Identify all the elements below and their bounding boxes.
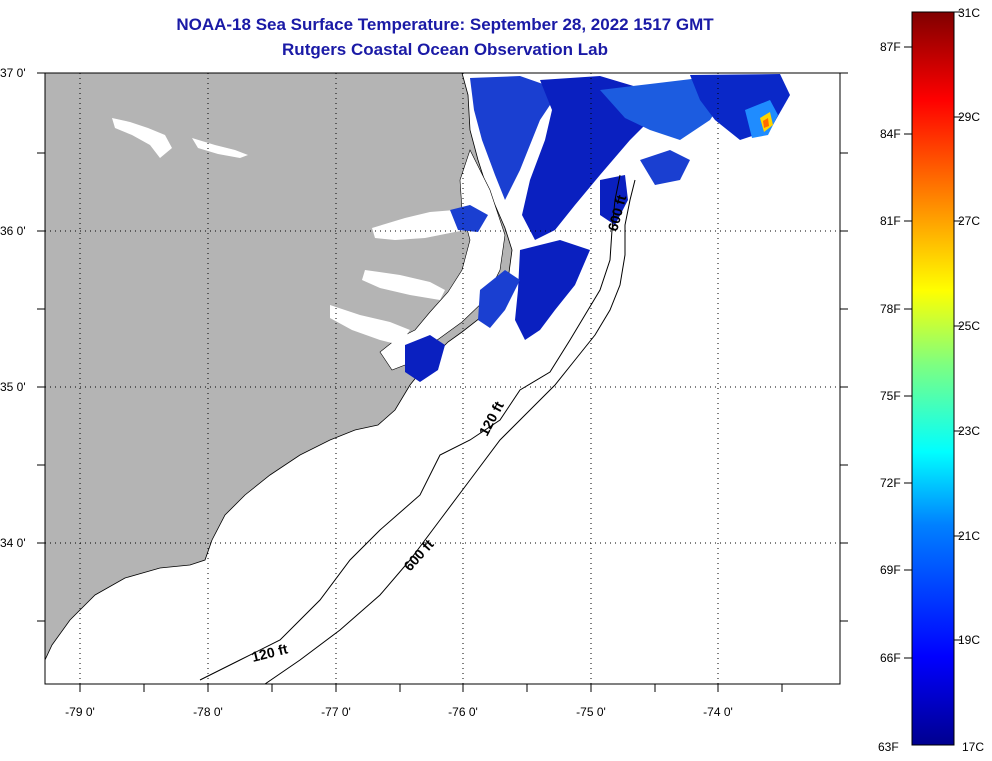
colorbar-label-19c: 19C (958, 633, 980, 647)
lon-label-75: -75 0' (576, 705, 606, 719)
lon-label-77: -77 0' (321, 705, 351, 719)
colorbar-label-25c: 25C (958, 319, 980, 333)
pamlico-river (362, 270, 445, 300)
contour-600ft (264, 179, 636, 684)
colorbar-label-31c: 31C (958, 6, 980, 20)
color-bar (911, 11, 955, 746)
map-title: NOAA-18 Sea Surface Temperature: Septemb… (176, 15, 714, 34)
colorbar-label-23c: 23C (958, 424, 980, 438)
colorbar-label-81f: 81F (880, 214, 901, 228)
map-subtitle: Rutgers Coastal Ocean Observation Lab (282, 40, 608, 59)
axis-ticks (37, 72, 848, 692)
colorbar-label-69f: 69F (880, 563, 901, 577)
lat-label-36: 36 0' (0, 224, 26, 238)
pamlico-sound (379, 149, 506, 371)
colorbar-label-87f: 87F (880, 40, 901, 54)
colorbar-ticks (904, 11, 962, 659)
lat-label-37: 37 0' (0, 66, 26, 80)
reservoir-1 (112, 118, 172, 158)
lon-label-78: -78 0' (193, 705, 223, 719)
neuse-river (330, 305, 410, 345)
contour-120ft (199, 174, 621, 681)
colorbar-label-27c: 27C (958, 214, 980, 228)
colorbar-label-21c: 21C (958, 529, 980, 543)
colorbar-label-63f: 63F (878, 740, 899, 754)
graticule (45, 73, 840, 684)
colorbar-label-17c: 17C (962, 740, 984, 754)
lon-label-74: -74 0' (703, 705, 733, 719)
lon-label-79: -79 0' (65, 705, 95, 719)
colorbar-label-84f: 84F (880, 127, 901, 141)
reservoir-2 (192, 138, 248, 158)
colorbar-label-72f: 72F (880, 476, 901, 490)
lon-label-76: -76 0' (448, 705, 478, 719)
colorbar-label-78f: 78F (880, 302, 901, 316)
colorbar-label-29c: 29C (958, 110, 980, 124)
lat-label-35: 35 0' (0, 380, 26, 394)
lat-label-34: 34 0' (0, 536, 26, 550)
colorbar-label-75f: 75F (880, 389, 901, 403)
colorbar-label-66f: 66F (880, 651, 901, 665)
map-frame (44, 72, 841, 685)
